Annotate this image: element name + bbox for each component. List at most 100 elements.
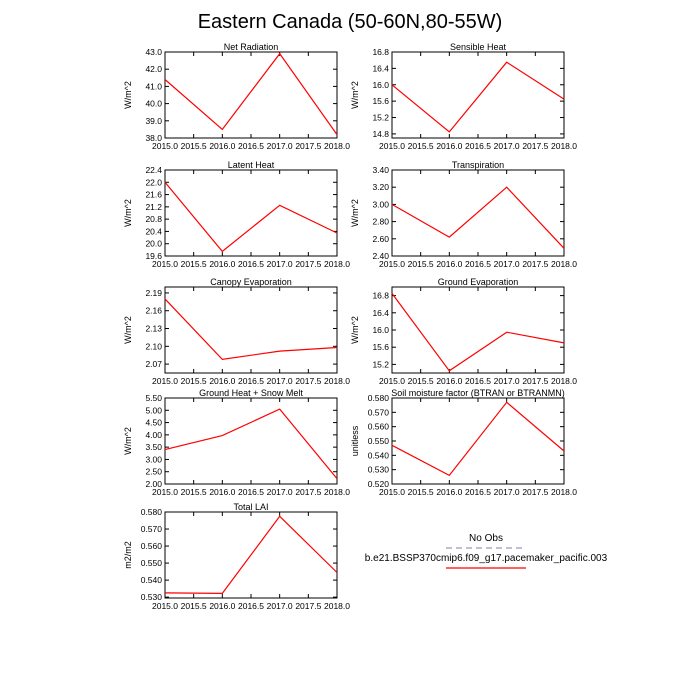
x-tick-label: 2016.0 bbox=[436, 259, 462, 269]
y-tick-label: 2.00 bbox=[145, 479, 162, 489]
panel-soil-moisture-factor-btran-or-btranmn: Soil moisture factor (BTRAN or BTRANMN) u… bbox=[350, 388, 577, 497]
y-axis-label: W/m^2 bbox=[350, 316, 360, 344]
panel-title: Ground Evaporation bbox=[438, 277, 519, 287]
y-tick-label: 38.0 bbox=[145, 133, 162, 143]
x-tick-label: 2015.5 bbox=[408, 376, 434, 386]
page-title: Eastern Canada (50-60N,80-55W) bbox=[198, 11, 503, 33]
x-tick-label: 2017.5 bbox=[522, 487, 548, 497]
y-tick-label: 2.13 bbox=[145, 324, 162, 334]
x-tick-label: 2017.5 bbox=[522, 376, 548, 386]
x-tick-label: 2015.5 bbox=[181, 376, 207, 386]
y-axis-label: W/m^2 bbox=[123, 81, 133, 109]
y-axis-label: W/m^2 bbox=[123, 199, 133, 227]
y-tick-label: 2.60 bbox=[372, 234, 389, 244]
series-line bbox=[164, 52, 338, 135]
y-tick-label: 0.560 bbox=[368, 422, 390, 432]
series-line bbox=[391, 61, 565, 133]
plot-frame bbox=[391, 397, 565, 485]
x-tick-label: 2017.0 bbox=[267, 141, 293, 151]
panel-title: Latent Heat bbox=[228, 160, 275, 170]
x-tick-label: 2016.5 bbox=[465, 141, 491, 151]
y-tick-label: 42.0 bbox=[145, 64, 162, 74]
y-tick-label: 3.00 bbox=[372, 199, 389, 209]
plot-frame bbox=[391, 286, 565, 374]
y-tick-label: 2.07 bbox=[145, 359, 162, 369]
series-line bbox=[391, 293, 565, 372]
x-tick-label: 2017.5 bbox=[522, 141, 548, 151]
x-tick-label: 2016.0 bbox=[436, 487, 462, 497]
x-tick-label: 2015.0 bbox=[379, 487, 405, 497]
plot-frame bbox=[164, 51, 338, 139]
y-tick-label: 19.6 bbox=[145, 251, 162, 261]
legend-obs-label: No Obs bbox=[469, 533, 503, 544]
y-tick-label: 5.00 bbox=[145, 405, 162, 415]
y-tick-label: 43.0 bbox=[145, 47, 162, 57]
x-tick-label: 2018.0 bbox=[324, 487, 350, 497]
x-tick-label: 2015.5 bbox=[408, 141, 434, 151]
panel-title: Canopy Evaporation bbox=[210, 277, 292, 287]
y-tick-label: 5.50 bbox=[145, 393, 162, 403]
panel-transpiration: Transpiration W/m^2 2015.0 2015.5 2016.0 2016… bbox=[350, 160, 577, 269]
x-tick-label: 2017.0 bbox=[494, 141, 520, 151]
x-tick-label: 2017.5 bbox=[295, 487, 321, 497]
y-tick-label: 0.570 bbox=[368, 407, 390, 417]
x-tick-label: 2017.0 bbox=[494, 259, 520, 269]
y-tick-label: 16.8 bbox=[372, 291, 389, 301]
x-tick-label: 2015.0 bbox=[379, 259, 405, 269]
plot-frame bbox=[164, 286, 338, 374]
x-tick-label: 2015.5 bbox=[181, 601, 207, 611]
x-tick-label: 2018.0 bbox=[324, 141, 350, 151]
panel-ground-heat-snow-melt: Ground Heat + Snow Melt W/m^2 2015.0 2015.5… bbox=[123, 388, 350, 497]
y-tick-label: 39.0 bbox=[145, 116, 162, 126]
x-tick-label: 2017.0 bbox=[267, 259, 293, 269]
y-tick-label: 2.19 bbox=[145, 288, 162, 298]
x-tick-label: 2016.5 bbox=[465, 487, 491, 497]
y-tick-label: 3.40 bbox=[372, 165, 389, 175]
y-tick-label: 16.0 bbox=[372, 325, 389, 335]
x-tick-label: 2018.0 bbox=[324, 376, 350, 386]
panel-title: Total LAI bbox=[233, 502, 268, 512]
y-axis-label: W/m^2 bbox=[123, 316, 133, 344]
x-tick-label: 2015.5 bbox=[181, 141, 207, 151]
y-tick-label: 2.10 bbox=[145, 341, 162, 351]
x-tick-label: 2015.0 bbox=[152, 601, 178, 611]
y-tick-label: 0.530 bbox=[141, 592, 163, 602]
y-tick-label: 0.550 bbox=[368, 436, 390, 446]
x-tick-label: 2015.5 bbox=[181, 259, 207, 269]
x-tick-label: 2017.0 bbox=[494, 376, 520, 386]
y-axis-label: W/m^2 bbox=[123, 427, 133, 455]
x-tick-label: 2016.0 bbox=[209, 487, 235, 497]
y-tick-label: 15.6 bbox=[372, 342, 389, 352]
x-tick-label: 2015.0 bbox=[152, 376, 178, 386]
y-tick-label: 41.0 bbox=[145, 81, 162, 91]
panel-title: Transpiration bbox=[452, 160, 504, 170]
panel-title: Soil moisture factor (BTRAN or BTRANMN) bbox=[391, 388, 565, 398]
y-tick-label: 2.80 bbox=[372, 217, 389, 227]
y-tick-label: 0.580 bbox=[141, 507, 163, 517]
x-tick-label: 2018.0 bbox=[551, 487, 577, 497]
series-line bbox=[164, 181, 338, 253]
y-tick-label: 15.2 bbox=[372, 113, 389, 123]
x-tick-label: 2018.0 bbox=[551, 259, 577, 269]
panel-net-radiation: Net Radiation W/m^2 2015.0 2015.5 2016.0 2016… bbox=[123, 42, 350, 151]
legend: No Obs b.e21.BSSP370cmip6.f09_g17.pacema… bbox=[365, 533, 608, 569]
x-tick-label: 2015.0 bbox=[152, 141, 178, 151]
y-tick-label: 22.4 bbox=[145, 165, 162, 175]
series-line bbox=[391, 401, 565, 477]
y-tick-label: 3.00 bbox=[145, 454, 162, 464]
y-tick-label: 15.2 bbox=[372, 359, 389, 369]
x-tick-label: 2017.5 bbox=[295, 376, 321, 386]
x-tick-label: 2016.5 bbox=[238, 141, 264, 151]
x-tick-label: 2018.0 bbox=[324, 259, 350, 269]
plot-frame bbox=[391, 51, 565, 139]
y-tick-label: 4.50 bbox=[145, 418, 162, 428]
series-line bbox=[164, 408, 338, 479]
x-tick-label: 2016.5 bbox=[238, 259, 264, 269]
x-tick-label: 2017.0 bbox=[267, 487, 293, 497]
y-tick-label: 2.16 bbox=[145, 306, 162, 316]
y-tick-label: 16.4 bbox=[372, 63, 389, 73]
